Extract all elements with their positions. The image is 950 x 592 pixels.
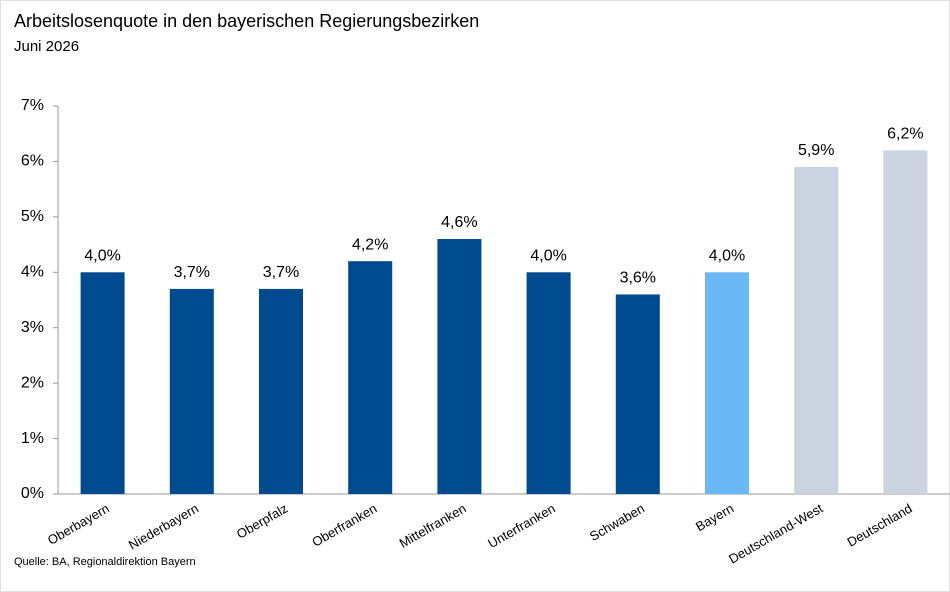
- value-label: 4,2%: [352, 236, 388, 253]
- value-label: 4,6%: [441, 214, 477, 231]
- bar: [794, 166, 839, 494]
- chart-title: Arbeitslosenquote in den bayerischen Reg…: [14, 11, 479, 31]
- value-label: 3,6%: [620, 270, 656, 287]
- value-label: 4,0%: [84, 248, 120, 265]
- source-note: Quelle: BA, Regionaldirektion Bayern: [14, 556, 196, 568]
- bar: [259, 288, 303, 494]
- y-tick-label: 4%: [21, 264, 44, 281]
- y-tick-label: 2%: [21, 374, 44, 391]
- bar: [437, 239, 482, 494]
- value-label: 3,7%: [174, 264, 210, 281]
- value-label: 3,7%: [263, 264, 299, 281]
- y-tick-label: 1%: [21, 430, 44, 447]
- chart-subtitle: Juni 2026: [14, 38, 79, 55]
- value-label: 4,0%: [530, 248, 566, 265]
- bar: [615, 294, 660, 494]
- y-tick-label: 7%: [21, 97, 44, 114]
- bar: [883, 150, 928, 495]
- bar: [169, 288, 214, 494]
- value-label: 6,2%: [887, 126, 923, 143]
- bar: [348, 261, 393, 494]
- bar: [526, 272, 571, 494]
- bar: [80, 272, 125, 494]
- value-label: 4,0%: [709, 248, 745, 265]
- value-label: 5,9%: [798, 142, 834, 159]
- y-tick-label: 6%: [21, 153, 44, 170]
- y-tick-label: 5%: [21, 208, 44, 225]
- y-tick-label: 0%: [21, 485, 44, 502]
- bar: [705, 272, 749, 494]
- y-tick-label: 3%: [21, 319, 44, 336]
